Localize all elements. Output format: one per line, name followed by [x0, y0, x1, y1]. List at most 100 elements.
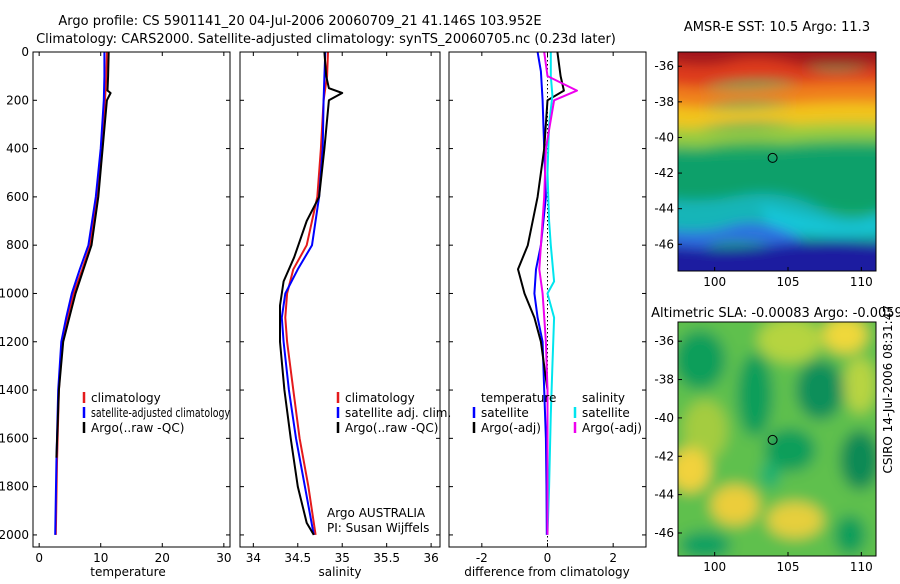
salinity-profile-panel: 34 34.5 35 35.5 36 salinity climatology sate… [239, 51, 451, 579]
temperature-x-ticks: 0 10 20 30 [35, 52, 231, 565]
legend-label-temp-satellite: satellite [481, 406, 529, 420]
legend-heading-salinity: salinity [582, 391, 625, 405]
sst-argo-location-marker [767, 152, 778, 163]
temperature-x-label: temperature [90, 565, 165, 579]
depth-tick-label: 2000 [0, 528, 29, 542]
depth-tick-label: 200 [6, 93, 29, 107]
depth-tick-label: 400 [6, 142, 29, 156]
depth-tick-label: 1600 [0, 431, 29, 445]
salinity-annotation-line-2: PI: Susan Wijffels [327, 521, 429, 535]
lon-tick-label: 100 [703, 275, 726, 289]
x-tick-label: 20 [155, 551, 170, 565]
series-line-argo-raw-qc [279, 51, 344, 536]
sla-map-panel: Altimetric SLA: -0.00083 Argo: -0.0059 [651, 306, 900, 574]
salinity-x-label: salinity [318, 565, 361, 579]
sla-map-title: Altimetric SLA: -0.00083 Argo: -0.0059 [651, 306, 900, 321]
legend-label-satellite-adjusted: satellite-adjusted climatology [91, 406, 230, 420]
lat-tick-label: -46 [654, 526, 674, 540]
lat-tick-label: -42 [654, 166, 674, 180]
salinity-axes-frame [239, 51, 441, 548]
x-tick-label: 35 [335, 551, 350, 565]
legend-label-sal-satellite: satellite [582, 406, 630, 420]
lat-tick-label: -36 [654, 334, 674, 348]
legend-label-argo: Argo(..raw -QC) [91, 421, 184, 435]
legend-label-sal-argo: Argo(-adj) [582, 421, 642, 435]
salinity-annotation-line-1: Argo AUSTRALIA [327, 506, 426, 520]
salinity-legend: climatology satellite adj. clim. Argo(..… [336, 391, 451, 435]
header-line-2: Climatology: CARS2000. Satellite-adjuste… [36, 32, 616, 47]
x-tick-label: 34.5 [284, 551, 311, 565]
legend-label-climatology: climatology [345, 391, 415, 405]
difference-legend: temperature satellite Argo(-adj) salinit… [472, 391, 642, 435]
difference-x-label: difference from climatology [464, 565, 630, 579]
lat-tick-label: -40 [654, 130, 674, 144]
credit-timestamp: CSIRO 14-Jul-2006 08:31:47 [881, 305, 895, 473]
x-tick-label: 34 [246, 551, 261, 565]
sst-map-frame [677, 51, 877, 272]
salinity-x-ticks: 34 34.5 35 35.5 36 [246, 52, 439, 565]
legend-label-argo: Argo(..raw -QC) [345, 421, 438, 435]
series-line-argo-adj [538, 51, 578, 535]
salinity-depth-ticks [240, 51, 440, 536]
depth-tick-label: 0 [21, 45, 29, 59]
sst-map-y-ticks: -36 -38 -40 -42 -44 -46 [654, 59, 682, 251]
lat-tick-label: -36 [654, 59, 674, 73]
difference-profile-panel: -2 0 2 difference from climatology tempera… [448, 51, 647, 579]
sla-map-frame [677, 321, 877, 557]
sla-heatmap [678, 322, 876, 556]
series-line-satellite-adjusted-climatology [54, 52, 106, 535]
lat-tick-label: -38 [654, 373, 674, 387]
lat-tick-label: -46 [654, 237, 674, 251]
difference-axes-frame [448, 51, 647, 548]
x-tick-label: 2 [609, 551, 617, 565]
x-tick-label: 35.5 [373, 551, 400, 565]
depth-tick-label: 1000 [0, 286, 29, 300]
series-line-argo-adj [517, 51, 565, 458]
temperature-legend: climatology satellite-adjusted climatolo… [82, 391, 230, 435]
sst-heatmap [678, 52, 876, 271]
lon-tick-label: 100 [703, 560, 726, 574]
lat-tick-label: -42 [654, 449, 674, 463]
legend-heading-temperature: temperature [481, 391, 556, 405]
series-line-climatology [54, 51, 108, 535]
x-tick-label: -2 [476, 551, 488, 565]
x-tick-label: 10 [93, 551, 108, 565]
lon-tick-label: 110 [850, 560, 873, 574]
temperature-profile-panel: 0 200 400 600 800 1000 1200 1400 1600 1800 2000 0 1… [0, 45, 231, 579]
x-tick-label: 0 [544, 551, 552, 565]
legend-label-satellite-adj: satellite adj. clim. [345, 406, 451, 420]
lat-tick-label: -38 [654, 95, 674, 109]
series-line-climatology [284, 51, 329, 536]
temperature-axes-frame [32, 51, 231, 548]
series-line-satellite [546, 52, 556, 535]
sla-argo-location-marker [767, 434, 778, 445]
lat-tick-label: -44 [654, 202, 674, 216]
lat-tick-label: -44 [654, 488, 674, 502]
depth-tick-label: 1400 [0, 383, 29, 397]
legend-label-temp-argo: Argo(-adj) [481, 421, 541, 435]
series-line-argo-raw-qc [55, 51, 112, 458]
difference-series [517, 51, 578, 535]
sst-map-x-ticks: 100 105 110 [703, 267, 873, 289]
legend-label-climatology: climatology [91, 391, 161, 405]
x-tick-label: 36 [423, 551, 438, 565]
lon-tick-label: 105 [777, 275, 800, 289]
series-line-satellite-adj-clim [280, 51, 327, 536]
x-tick-label: 0 [35, 551, 43, 565]
depth-tick-label: 1800 [0, 480, 29, 494]
sla-map-x-ticks: 100 105 110 [703, 552, 873, 574]
x-tick-label: 30 [216, 551, 231, 565]
sla-map-y-ticks: -36 -38 -40 -42 -44 -46 [654, 334, 682, 540]
depth-tick-label: 1200 [0, 335, 29, 349]
depth-tick-label: 800 [6, 238, 29, 252]
lat-tick-label: -40 [654, 411, 674, 425]
depth-tick-label: 600 [6, 190, 29, 204]
salinity-series [279, 51, 344, 536]
sst-map-title: AMSR-E SST: 10.5 Argo: 11.3 [684, 20, 870, 35]
temperature-depth-ticks: 0 200 400 600 800 1000 1200 1400 1600 1800 2000 [0, 45, 230, 542]
header-line-1: Argo profile: CS 5901141_20 04-Jul-2006 … [58, 14, 541, 29]
series-line-satellite [533, 51, 548, 535]
temperature-series [54, 51, 112, 535]
lon-tick-label: 110 [850, 275, 873, 289]
